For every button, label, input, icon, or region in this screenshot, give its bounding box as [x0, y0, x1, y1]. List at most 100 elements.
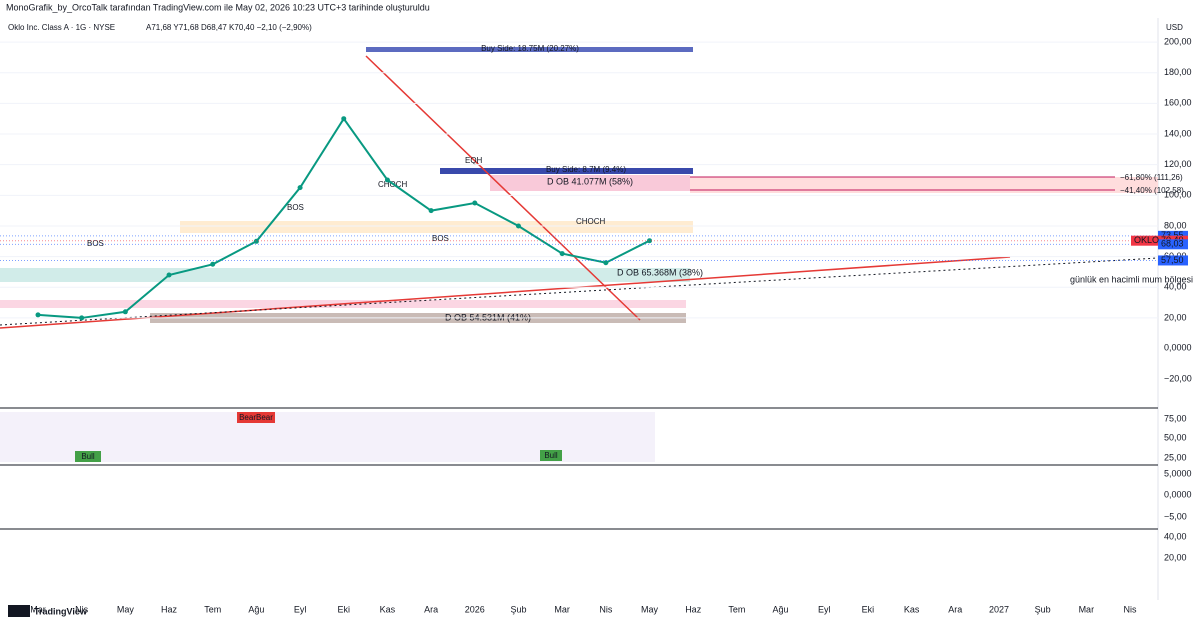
label-bg	[540, 450, 562, 461]
ohlc: A71,68 Y71,68 D68,47 K70,40 −2,10 (−2,90…	[146, 23, 312, 32]
x-tick-label: Haz	[161, 604, 178, 614]
y-tick-label: 120,00	[1164, 159, 1192, 169]
y-tick-label: 140,00	[1164, 128, 1192, 138]
x-tick-label: Mar	[30, 604, 46, 614]
annotation: BOS	[87, 239, 104, 248]
pane-tick: −20,00	[1164, 373, 1192, 383]
symbol-tag	[1131, 235, 1158, 246]
zone	[0, 268, 690, 282]
y-tick-label: 80,00	[1164, 220, 1187, 230]
price-point	[428, 208, 434, 214]
pane-tick: 0,0000	[1164, 489, 1192, 499]
currency: USD	[1166, 23, 1183, 32]
label-bg	[75, 451, 101, 462]
logo-mark	[8, 605, 30, 617]
trend-line	[0, 257, 1159, 326]
symbol: Oklo Inc. Class A · 1G · NYSE	[8, 23, 115, 32]
y-tick-label: 100,00	[1164, 190, 1192, 200]
x-tick-label: 2027	[989, 604, 1009, 614]
annotation: BearBear	[239, 413, 273, 422]
pane-tick: 40,00	[1164, 531, 1187, 541]
zone	[366, 47, 693, 52]
annotation: BOS	[432, 234, 449, 243]
logo: TradingView	[8, 605, 88, 617]
logo-text: TradingView	[34, 606, 88, 616]
annotation: CHOCH	[576, 217, 606, 226]
annotation: D OB 65.368M (38%)	[617, 267, 703, 277]
trend-line	[365, 55, 641, 321]
pane-tick: 75,00	[1164, 413, 1187, 423]
price-tag	[1158, 255, 1188, 266]
y-tick-label: 180,00	[1164, 67, 1192, 77]
attribution: MonoGrafik_by_OrcoTalk tarafından Tradin…	[6, 2, 430, 12]
x-tick-label: Kas	[904, 604, 920, 614]
annotation: D OB 41.077M (58%)	[547, 176, 633, 186]
pane-tick: 20,00	[1164, 552, 1187, 562]
x-tick-label: Haz	[685, 604, 702, 614]
price-point	[647, 238, 653, 244]
price-point	[79, 315, 85, 321]
annotation: günlük en hacimli mum bölgesi	[1070, 274, 1193, 284]
y-tick-label: 40,00	[1164, 282, 1187, 292]
price-tag-label: 68,03	[1161, 239, 1184, 249]
y-tick-label: 20,00	[1164, 312, 1187, 322]
price-point	[559, 251, 565, 257]
price-point	[341, 116, 347, 122]
x-tick-label: May	[641, 604, 659, 614]
x-tick-label: Ara	[424, 604, 438, 614]
x-tick-label: 2026	[465, 604, 485, 614]
pane-tick: −5,00	[1164, 511, 1187, 521]
x-tick-label: Eki	[338, 604, 351, 614]
pane-tick: 0,0000	[1164, 342, 1192, 352]
x-tick-label: Tem	[728, 604, 745, 614]
x-tick-label: Nis	[75, 604, 88, 614]
y-tick-label: 200,00	[1164, 36, 1192, 46]
x-tick-label: Ağu	[773, 604, 789, 614]
annotation: BOS	[287, 203, 304, 212]
price-point	[297, 185, 303, 191]
x-tick-label: Ara	[948, 604, 962, 614]
x-tick-label: Mar	[1079, 604, 1095, 614]
x-tick-label: May	[117, 604, 135, 614]
pane-tick: 25,00	[1164, 452, 1187, 462]
trend-line	[0, 256, 1011, 329]
price-point	[253, 238, 259, 244]
x-tick-label: Tem	[204, 604, 221, 614]
x-tick-label: Eyl	[294, 604, 307, 614]
zone	[490, 175, 690, 191]
annotation: −41,40% (102,58)	[1120, 186, 1184, 195]
price-point	[384, 177, 390, 183]
zone	[180, 221, 693, 233]
symbol-tag-label: OKLO	[1134, 235, 1159, 245]
price-point	[122, 309, 128, 315]
x-tick-label: Nis	[599, 604, 612, 614]
x-tick-label: Mar	[554, 604, 570, 614]
annotation: Bull	[544, 451, 558, 460]
x-tick-label: Eki	[862, 604, 875, 614]
y-tick-label: 160,00	[1164, 98, 1192, 108]
price-point	[472, 200, 478, 206]
zone	[440, 168, 693, 174]
annotation: D OB 54.531M (41%)	[445, 312, 531, 322]
price-point	[515, 223, 521, 229]
x-tick-label: Şub	[510, 604, 526, 614]
label-bg	[237, 412, 275, 423]
price-tag	[1158, 239, 1188, 250]
x-tick-label: Şub	[1035, 604, 1051, 614]
price-point	[166, 272, 172, 278]
x-tick-label: Eyl	[818, 604, 831, 614]
pane-tick: 5,0000	[1164, 468, 1192, 478]
x-tick-label: Nis	[1124, 604, 1137, 614]
x-tick-label: Ağu	[248, 604, 264, 614]
annotation: −61,80% (111,26)	[1120, 173, 1183, 182]
annotation: EQH	[465, 156, 483, 165]
pane-tick: 50,00	[1164, 432, 1187, 442]
price-tag-label: 73,55	[1161, 230, 1184, 240]
price-point	[603, 260, 609, 266]
price-point	[210, 261, 216, 267]
annotation: Buy Side: 18.75M (20.27%)	[481, 44, 579, 53]
annotation: Bull	[81, 452, 95, 461]
zone	[690, 177, 1158, 193]
price-point	[35, 312, 41, 318]
